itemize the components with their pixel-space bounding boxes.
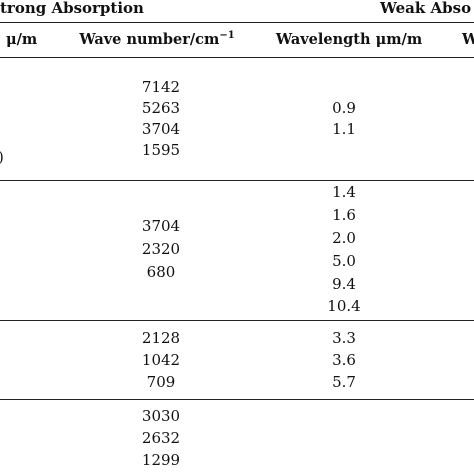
- wavelength-cell: 0.9: [332, 99, 356, 117]
- col4-header-cut: W: [462, 31, 474, 48]
- wavenumber-cell: 3704: [141, 217, 181, 235]
- group-rule: [0, 320, 474, 321]
- wavenumber-cell: 1042: [141, 351, 181, 369]
- group-rule: [0, 399, 474, 400]
- edge-mark: ): [0, 150, 4, 165]
- wavelength-cell: 10.4: [327, 297, 361, 315]
- column-header-rule: [0, 57, 474, 58]
- wavenumber-cell: 3030: [141, 407, 181, 425]
- wavenumber-cell: 680: [146, 263, 176, 281]
- wavenumber-cell: 1299: [141, 451, 181, 469]
- wavenumber-cell: 3704: [141, 120, 181, 138]
- wavelength-cell: 2.0: [332, 229, 356, 247]
- weak-absorption-header: Weak Abso: [380, 0, 472, 17]
- wavenumber-cell: 2128: [141, 329, 181, 347]
- header-rule: [0, 22, 474, 23]
- wavelength-cell: 1.4: [332, 183, 356, 201]
- wavelength-cell: 5.0: [332, 252, 356, 270]
- wavelength-cell: 1.6: [332, 206, 356, 224]
- wavenumber-cell: 5263: [141, 99, 181, 117]
- wavelength-cell: 3.3: [332, 329, 356, 347]
- wavenumber-cell: 2320: [141, 240, 181, 258]
- wavenumber-cell: 1595: [141, 141, 181, 159]
- wavenumber-cell: 2632: [141, 429, 181, 447]
- wavelength-cell: 5.7: [332, 373, 356, 391]
- wavelength-cell: 3.6: [332, 351, 356, 369]
- wavenumber-cell: 709: [146, 373, 176, 391]
- col-unit-header: μ/m: [6, 31, 38, 48]
- wavelength-cell: 9.4: [332, 275, 356, 293]
- group-rule: [0, 180, 474, 181]
- strong-absorption-header: trong Absorption: [0, 0, 144, 17]
- wavenumber-cell: 7142: [141, 78, 181, 96]
- wavelength-header: Wavelength μm/m: [275, 31, 423, 48]
- wavenumber-header: Wave number/cm−1: [79, 30, 235, 48]
- wavelength-cell: 1.1: [332, 120, 356, 138]
